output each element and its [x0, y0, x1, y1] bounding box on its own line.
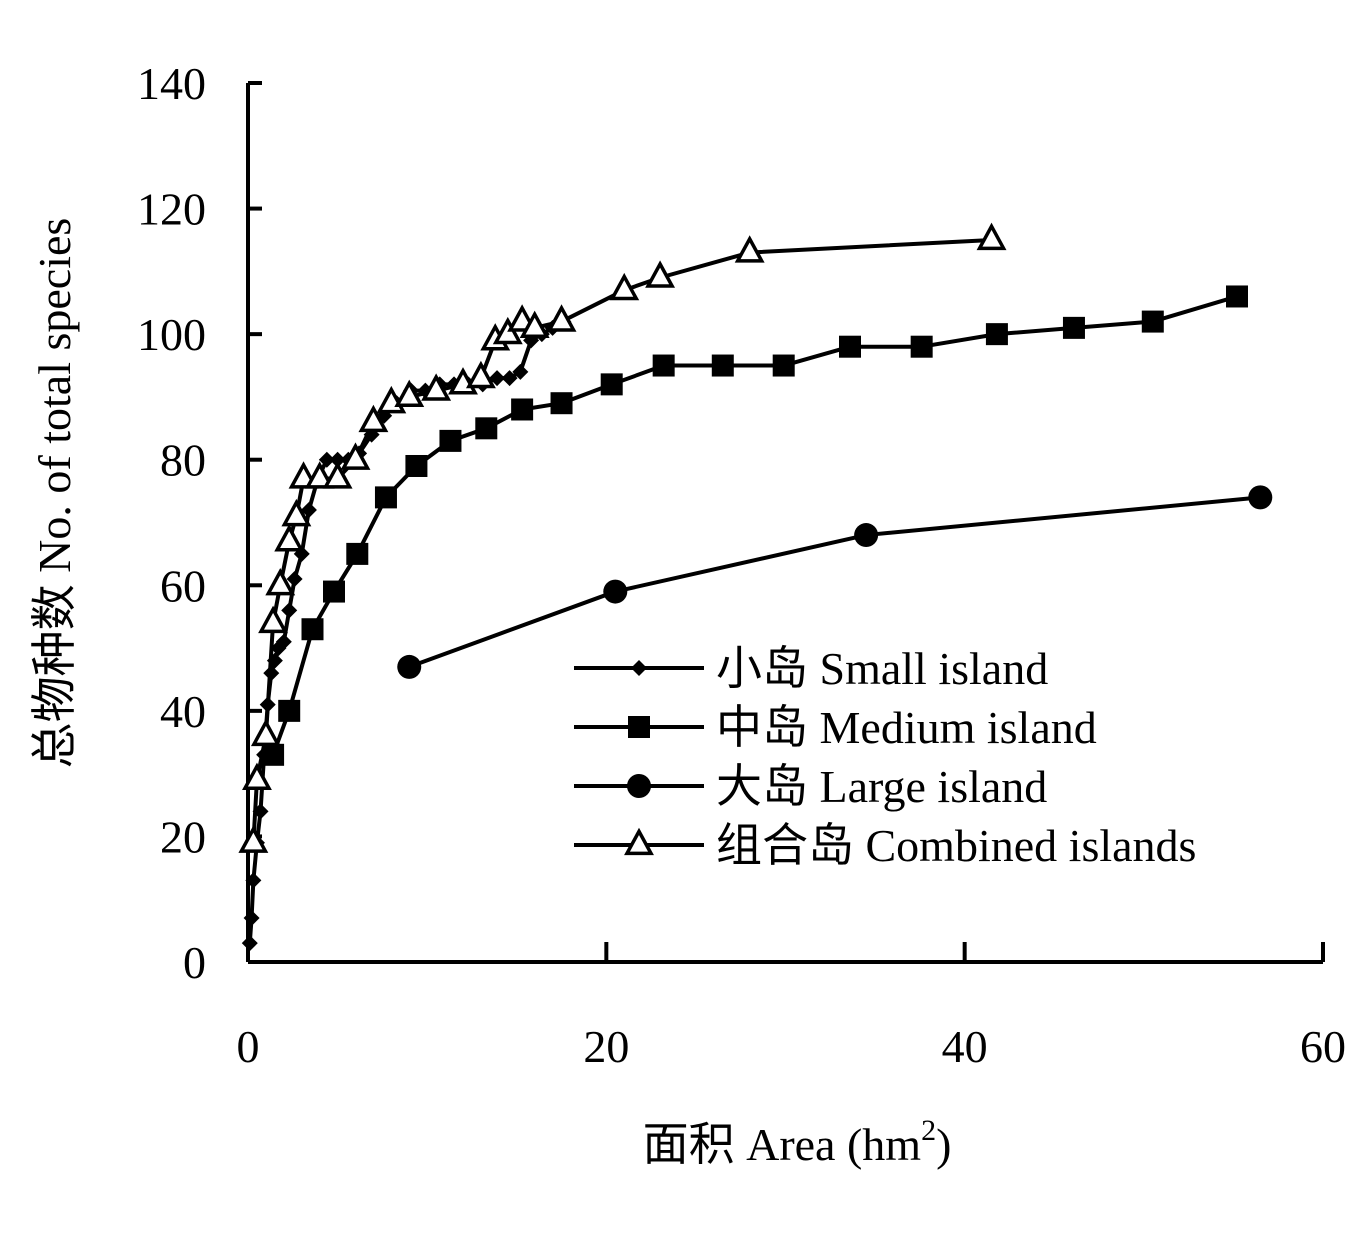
data-point — [397, 654, 422, 679]
data-point — [489, 370, 506, 387]
legend-item: 小岛 Small island — [574, 643, 1048, 694]
data-point — [1062, 316, 1085, 339]
data-point — [645, 260, 676, 288]
series-layer — [238, 222, 1273, 952]
x-tick-label: 20 — [583, 1021, 629, 1072]
data-point — [358, 404, 389, 433]
y-tick-label: 40 — [160, 686, 206, 737]
y-tick-label: 0 — [183, 937, 206, 988]
x-axis-title: 面积 Area (hm2) — [643, 1114, 952, 1170]
data-point — [772, 354, 795, 377]
legend-marker — [627, 774, 651, 798]
data-point — [238, 825, 269, 853]
data-point — [245, 872, 262, 889]
data-point — [281, 498, 312, 527]
data-point — [511, 398, 534, 421]
data-point — [609, 272, 640, 301]
data-point — [910, 335, 933, 358]
x-axis-title-close: ) — [936, 1119, 951, 1170]
data-point — [734, 235, 765, 263]
data-point — [241, 935, 258, 952]
x-axis-title-main: 面积 Area (hm — [643, 1119, 922, 1170]
y-tick-label: 140 — [137, 58, 206, 109]
legend-item: 大岛 Large island — [574, 761, 1047, 812]
legend-marker — [628, 716, 650, 738]
series-square — [262, 285, 1248, 766]
data-point — [329, 451, 346, 468]
data-point — [301, 618, 324, 641]
data-point — [323, 580, 345, 603]
legend-item: 组合岛 Combined islands — [574, 820, 1196, 871]
data-point — [243, 910, 260, 927]
data-point — [340, 442, 371, 470]
y-tick-label: 80 — [160, 435, 206, 486]
data-point — [242, 762, 272, 791]
data-point — [300, 501, 317, 518]
data-point — [322, 461, 353, 489]
y-tick-label: 100 — [137, 309, 206, 360]
data-point — [475, 417, 498, 440]
legend-label: 小岛 Small island — [716, 643, 1048, 694]
series-circle — [397, 485, 1273, 679]
data-point — [439, 429, 462, 452]
data-point — [512, 363, 529, 380]
data-point — [281, 602, 298, 619]
series-line — [408, 495, 1261, 669]
data-point — [374, 486, 397, 509]
data-point — [546, 304, 577, 332]
data-point — [603, 579, 628, 604]
data-point — [1248, 485, 1273, 510]
data-point — [318, 451, 335, 468]
legend-marker — [624, 827, 654, 856]
data-point — [262, 743, 285, 766]
data-point — [304, 461, 335, 489]
data-point — [519, 310, 550, 338]
data-point — [711, 354, 734, 377]
y-tick-label: 120 — [137, 184, 206, 235]
data-point — [465, 360, 496, 389]
data-point — [252, 803, 269, 820]
data-point — [278, 699, 301, 722]
data-point — [600, 373, 623, 396]
axes: 0 20 40 60 80 100 120 140 0 20 40 60 面积 Area (hm2) 总物… — [29, 58, 1346, 1170]
y-tick-label: 60 — [160, 560, 206, 611]
x-tick-label: 60 — [1300, 1021, 1346, 1072]
x-axis-title-sup: 2 — [921, 1114, 936, 1147]
data-point — [274, 524, 305, 552]
data-point — [839, 335, 861, 358]
series-triangle — [238, 222, 1007, 853]
x-tick-label: 40 — [942, 1021, 988, 1072]
y-tick-label: 20 — [160, 811, 206, 862]
x-tick-label: 0 — [237, 1021, 260, 1072]
legend-label: 大岛 Large island — [716, 761, 1047, 812]
data-point — [1226, 285, 1248, 308]
data-point — [405, 454, 428, 477]
data-point — [250, 718, 281, 747]
data-point — [346, 542, 369, 565]
data-point — [275, 633, 292, 650]
data-point — [286, 571, 303, 588]
legend-label: 中岛 Medium island — [716, 702, 1097, 753]
data-point — [854, 523, 879, 548]
data-point — [652, 354, 675, 377]
data-point — [394, 379, 425, 408]
data-point — [501, 370, 518, 387]
data-point — [421, 373, 452, 401]
data-point — [985, 323, 1008, 346]
legend: 小岛 Small island 中岛 Medium island 大岛 Large … — [574, 643, 1196, 871]
data-point — [265, 567, 296, 596]
legend-marker — [631, 660, 647, 676]
data-point — [258, 605, 289, 634]
data-point — [976, 222, 1007, 251]
data-point — [1141, 310, 1164, 333]
legend-label: 组合岛 Combined islands — [716, 820, 1196, 871]
data-point — [550, 392, 573, 415]
y-axis-title: 总物种数 No. of total species — [29, 218, 80, 769]
legend-item: 中岛 Medium island — [574, 702, 1097, 753]
